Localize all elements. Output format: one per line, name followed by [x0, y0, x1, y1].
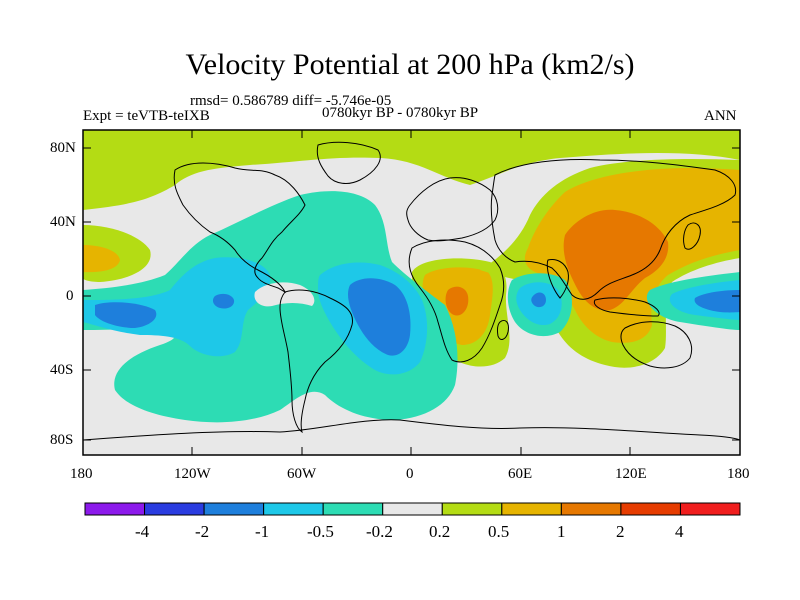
lon-label-180w: 180	[70, 466, 93, 482]
colorbar-label: -0.2	[366, 522, 393, 541]
colorbar-swatch	[620, 502, 681, 516]
north-america-outline	[173, 162, 306, 294]
colorbar-swatch	[382, 502, 443, 516]
contour-pos2-west	[83, 245, 120, 273]
madagascar-outline	[496, 319, 509, 340]
lon-label-120w: 120W	[174, 466, 211, 482]
lat-label-40n: 40N	[50, 214, 76, 230]
india-outline	[546, 259, 569, 299]
lat-label-80n: 80N	[50, 140, 76, 156]
indonesia-outline	[593, 297, 660, 317]
contour-field	[83, 130, 740, 455]
japan-outline	[683, 222, 701, 250]
colorbar-label: 0.5	[488, 522, 510, 541]
contour-neg2-west	[83, 257, 271, 357]
colorbar-swatch	[144, 502, 205, 516]
contour-neg3-pacific-b	[212, 293, 235, 309]
lat-label-0: 0	[66, 288, 74, 304]
europe-outline	[406, 177, 499, 242]
asia-outline	[490, 159, 737, 300]
colorbar	[84, 502, 741, 516]
lon-label-60e: 60E	[508, 466, 533, 482]
africa-outline	[408, 239, 505, 363]
contour-pos3-africa	[445, 286, 469, 316]
lon-label-0: 0	[406, 466, 414, 482]
colorbar-swatch	[322, 502, 384, 516]
colorbar-label: -4	[135, 522, 150, 541]
axis-ticks	[83, 130, 740, 455]
colorbar-swatch	[560, 502, 622, 516]
colorbar-swatch	[441, 502, 503, 516]
colorbar-label: 0.2	[429, 522, 451, 541]
greenland-outline	[316, 141, 381, 184]
colorbar-label: 2	[616, 522, 625, 541]
contour-neg1-pacific-east	[254, 282, 315, 307]
colorbar-swatch	[679, 502, 741, 516]
chart-title: Velocity Potential at 200 hPa (km2/s)	[185, 48, 635, 81]
lon-label-60w: 60W	[287, 466, 317, 482]
period-label: 0780kyr BP - 0780kyr BP	[322, 105, 479, 121]
lat-label-40s: 40S	[50, 362, 74, 378]
colorbar-swatch	[203, 502, 265, 516]
south-america-outline	[279, 289, 354, 434]
colorbar-swatch	[84, 502, 146, 516]
season-label: ANN	[704, 108, 737, 124]
contour-neg3-atlantic	[347, 278, 411, 356]
antarctica-outline	[83, 419, 740, 441]
coastlines	[83, 141, 740, 441]
lon-label-120e: 120E	[615, 466, 647, 482]
colorbar-label: -0.5	[307, 522, 334, 541]
stats-text: rmsd= 0.586789 diff= -5.746e-05	[190, 93, 392, 109]
colorbar-label: 1	[557, 522, 566, 541]
colorbar-label: -2	[195, 522, 210, 541]
lon-label-180e: 180	[727, 466, 750, 482]
australia-outline	[620, 321, 693, 369]
colorbar-swatch	[263, 502, 324, 516]
colorbar-swatch	[501, 502, 562, 516]
colorbar-label: 4	[675, 522, 684, 541]
contour-pos3-east	[563, 209, 669, 311]
contour-neg1-west	[83, 191, 458, 423]
colorbar-label: -1	[255, 522, 270, 541]
experiment-label: Expt = teVTB-teIXB	[83, 108, 210, 124]
lat-label-80s: 80S	[50, 432, 74, 448]
contour-neg3-pacific-a	[95, 302, 157, 328]
contour-neg3-eastpacific	[694, 290, 740, 313]
contour-pos1-north	[83, 130, 740, 210]
contour-neg3-indian	[531, 292, 546, 308]
